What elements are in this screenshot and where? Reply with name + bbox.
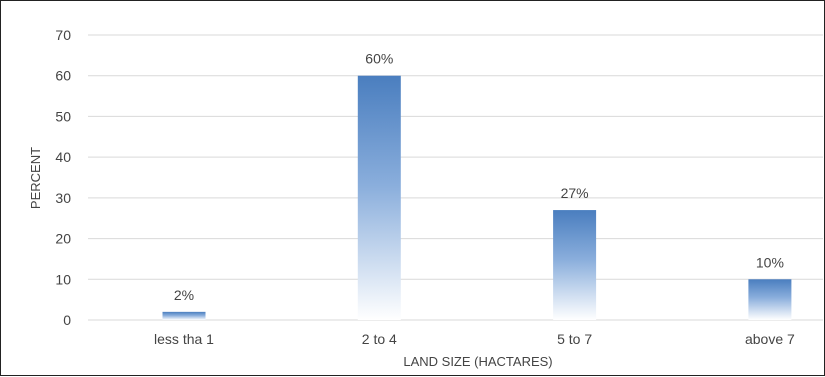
x-category-label: 5 to 7 [557, 331, 592, 347]
x-category-label: 2 to 4 [362, 331, 397, 347]
bar [357, 75, 401, 320]
y-tick-label: 10 [55, 271, 71, 287]
y-tick-label: 30 [55, 190, 71, 206]
x-category-label: less tha 1 [154, 331, 214, 347]
x-axis-title: LAND SIZE (HACTARES) [403, 354, 552, 369]
y-tick-label: 20 [55, 231, 71, 247]
y-tick-label: 0 [63, 312, 71, 328]
data-label: 10% [756, 254, 784, 270]
y-tick-label: 50 [55, 108, 71, 124]
x-category-label: above 7 [745, 331, 795, 347]
y-tick-label: 40 [55, 149, 71, 165]
data-label: 27% [561, 185, 589, 201]
data-label: 60% [365, 51, 393, 67]
gridlines [88, 34, 823, 321]
y-tick-label: 70 [55, 27, 71, 43]
bar [748, 279, 792, 320]
bar [162, 311, 206, 320]
x-axis-categories: less tha 1 2 to 4 5 to 7 above 7 [154, 331, 795, 347]
data-label: 2% [174, 287, 194, 303]
bar [553, 210, 597, 320]
y-axis-title: PERCENT [28, 147, 43, 209]
y-tick-label: 60 [55, 68, 71, 84]
y-axis-ticks: 0 10 20 30 40 50 60 70 [55, 27, 71, 328]
data-labels: 2% 60% 27% 10% [174, 51, 784, 303]
bars [162, 75, 792, 320]
